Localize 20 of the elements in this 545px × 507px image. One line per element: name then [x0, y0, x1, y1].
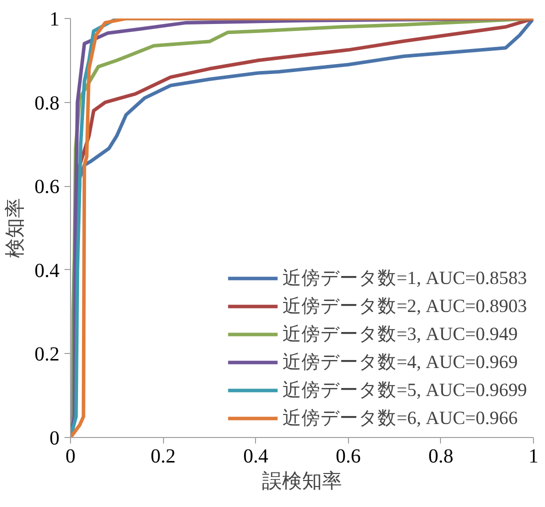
y-tick-label: 0	[50, 428, 60, 450]
legend-label: 近傍データ数=5, AUC=0.9699	[282, 379, 527, 403]
x-tick-label: 0.6	[336, 446, 361, 468]
y-tick-label: 0.4	[34, 260, 60, 282]
y-axis-title: 検知率	[4, 198, 26, 258]
x-tick-label: 0.2	[150, 446, 176, 468]
legend-label: 近傍データ数=1, AUC=0.8583	[282, 267, 527, 291]
y-tick-label: 0.6	[34, 176, 60, 198]
x-tick-label: 0.8	[428, 446, 454, 468]
legend-label: 近傍データ数=6, AUC=0.966	[282, 407, 518, 431]
legend-label: 近傍データ数=2, AUC=0.8903	[282, 295, 527, 319]
y-tick-label: 0.2	[34, 344, 60, 366]
x-tick-label: 0.4	[243, 446, 268, 468]
x-tick-label: 0	[66, 446, 76, 468]
y-tick-label: 1	[50, 8, 60, 30]
x-axis-title: 誤検知率	[262, 470, 342, 492]
legend-label: 近傍データ数=4, AUC=0.969	[282, 351, 518, 375]
y-tick-label: 0.8	[34, 92, 60, 114]
x-tick-label: 1	[528, 446, 538, 468]
legend-label: 近傍データ数=3, AUC=0.949	[282, 323, 518, 347]
